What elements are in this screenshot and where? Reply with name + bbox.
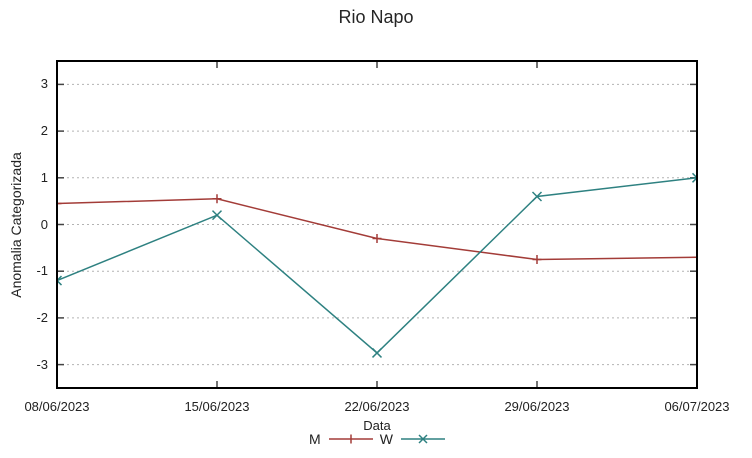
legend-item-W: W xyxy=(380,431,445,447)
legend-line-sample xyxy=(400,434,445,444)
x-tick-label: 29/06/2023 xyxy=(504,399,570,414)
x-tick-label: 08/06/2023 xyxy=(24,399,90,414)
legend-label: W xyxy=(379,431,393,447)
legend-line-sample xyxy=(328,434,373,444)
legend-label: M xyxy=(309,431,321,447)
plus-marker xyxy=(212,194,222,204)
cross-marker xyxy=(531,191,543,202)
x-tick-label: 06/07/2023 xyxy=(664,399,730,414)
x-tick-label: 15/06/2023 xyxy=(184,399,250,414)
plus-marker xyxy=(372,234,382,244)
y-tick-label: -2 xyxy=(36,309,48,325)
x-axis-label: Data xyxy=(363,418,391,433)
y-tick-label: -1 xyxy=(36,263,48,279)
series-line-W xyxy=(56,177,698,355)
cross-marker xyxy=(211,210,223,221)
y-tick-label: 1 xyxy=(40,169,48,185)
x-tick-label: 22/06/2023 xyxy=(344,399,410,414)
legend-item-M: M xyxy=(309,431,373,447)
y-tick-label: 0 xyxy=(40,216,48,232)
plot-area xyxy=(56,60,698,389)
plot-border xyxy=(56,60,698,389)
plot-svg xyxy=(56,60,698,389)
cross-marker xyxy=(371,347,383,358)
y-tick-label: 2 xyxy=(40,123,48,139)
series-line-M xyxy=(56,198,698,261)
y-tick-label: -3 xyxy=(36,356,48,372)
plus-marker xyxy=(532,255,542,265)
chart-title: Rio Napo xyxy=(338,7,414,27)
y-tick-label: 3 xyxy=(40,76,48,92)
